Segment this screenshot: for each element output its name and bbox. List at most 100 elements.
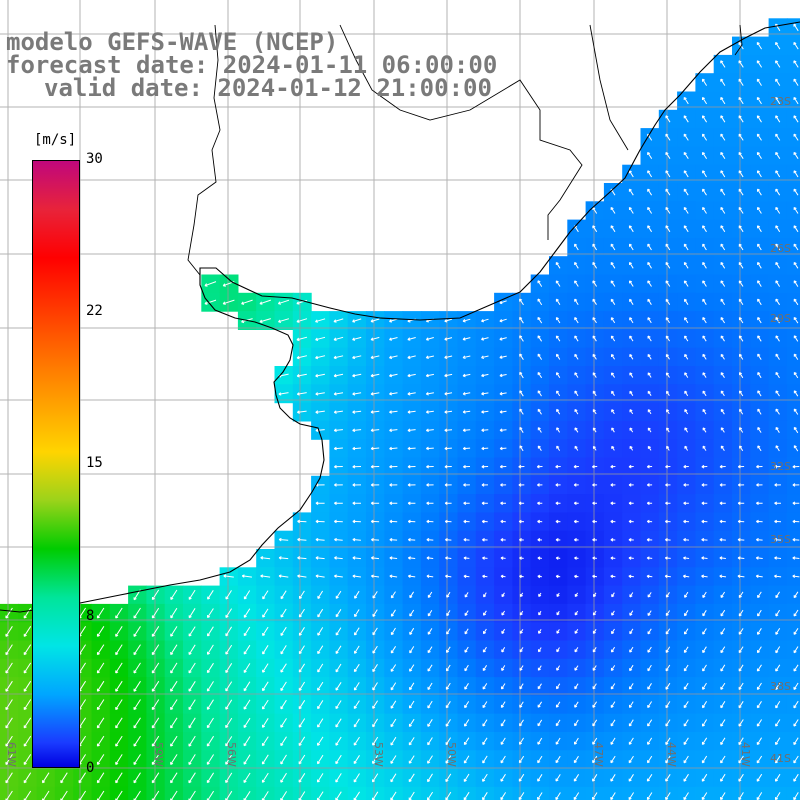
- wind-arrow: [500, 701, 506, 708]
- wind-arrow: [225, 699, 233, 710]
- wind-arrow: [188, 735, 196, 747]
- wind-arrow: [775, 280, 781, 287]
- wind-arrow: [389, 318, 398, 323]
- wind-arrow: [647, 353, 652, 360]
- wind-arrow: [446, 664, 451, 672]
- wind-arrow: [720, 408, 725, 415]
- wind-arrow: [555, 538, 561, 542]
- wind-arrow: [775, 188, 781, 196]
- wind-arrow: [204, 281, 217, 287]
- wind-arrow: [481, 410, 489, 414]
- wind-speed-cell: [622, 786, 642, 800]
- wind-arrow: [702, 78, 708, 86]
- wind-arrow: [592, 317, 597, 324]
- wind-arrow: [702, 298, 707, 305]
- wind-arrow: [683, 206, 689, 214]
- wind-arrow: [720, 390, 725, 397]
- wind-arrow: [574, 261, 579, 269]
- wind-arrow: [629, 592, 634, 598]
- wind-arrow: [665, 719, 671, 727]
- wind-speed-cell: [54, 786, 74, 800]
- wind-arrow: [407, 556, 416, 560]
- wind-arrow: [702, 719, 708, 727]
- wind-arrow: [611, 353, 616, 360]
- wind-arrow: [720, 682, 726, 690]
- wind-arrow: [756, 701, 762, 709]
- wind-arrow: [665, 206, 671, 214]
- wind-arrow: [720, 206, 726, 214]
- wind-arrow: [684, 335, 689, 342]
- wind-arrow: [462, 355, 471, 359]
- wind-arrow: [353, 755, 360, 765]
- wind-arrow: [444, 410, 453, 414]
- wind-arrow: [315, 428, 325, 433]
- wind-arrow: [574, 298, 579, 306]
- wind-arrow: [206, 735, 215, 747]
- wind-arrow: [483, 628, 487, 635]
- wind-arrow: [133, 735, 141, 747]
- wind-arrow: [427, 628, 433, 635]
- wind-arrow: [629, 664, 634, 672]
- wind-arrow: [188, 699, 196, 710]
- wind-arrow: [774, 519, 782, 524]
- wind-arrow: [426, 483, 434, 487]
- wind-arrow: [444, 519, 452, 524]
- wind-arrow: [555, 280, 561, 287]
- wind-arrow: [151, 699, 160, 711]
- wind-arrow: [646, 483, 653, 487]
- wind-arrow: [372, 700, 379, 709]
- wind-arrow: [501, 665, 506, 671]
- wind-speed-cell: [494, 786, 513, 800]
- wind-arrow: [720, 372, 725, 378]
- wind-arrow: [389, 556, 398, 560]
- wind-arrow: [702, 261, 707, 269]
- wind-arrow: [574, 390, 579, 397]
- wind-arrow: [792, 537, 800, 542]
- wind-arrow: [537, 574, 542, 579]
- wind-arrow: [462, 410, 471, 414]
- wind-arrow: [133, 754, 141, 765]
- wind-speed-cell: [786, 750, 800, 770]
- wind-arrow: [335, 718, 342, 728]
- wind-arrow: [738, 755, 744, 764]
- wind-arrow: [574, 372, 579, 378]
- wind-arrow: [280, 608, 287, 618]
- wind-arrow: [793, 115, 799, 123]
- wind-arrow: [774, 501, 782, 506]
- wind-speed-cell: [786, 658, 800, 678]
- wind-arrow: [519, 556, 524, 560]
- wind-arrow: [315, 410, 325, 414]
- wind-arrow: [610, 501, 616, 506]
- wind-arrow: [793, 261, 799, 269]
- wind-arrow: [738, 664, 744, 672]
- wind-speed-cell: [164, 786, 184, 800]
- wind-arrow: [757, 261, 762, 269]
- wind-arrow: [280, 681, 287, 692]
- wind-arrow: [775, 408, 780, 415]
- wind-arrow: [370, 556, 380, 560]
- wind-arrow: [317, 663, 324, 673]
- wind-arrow: [243, 736, 251, 747]
- wind-arrow: [792, 483, 800, 487]
- wind-arrow: [629, 445, 634, 451]
- wind-arrow: [629, 261, 634, 269]
- wind-arrow: [720, 445, 725, 451]
- wind-arrow: [372, 609, 378, 617]
- wind-arrow: [738, 628, 744, 635]
- wind-arrow: [702, 335, 707, 342]
- wind-arrow: [280, 626, 287, 636]
- wind-arrow: [720, 243, 726, 251]
- wind-arrow: [370, 446, 380, 451]
- wind-arrow: [738, 206, 744, 214]
- wind-arrow: [243, 590, 251, 600]
- wind-arrow: [298, 700, 306, 710]
- wind-arrow: [372, 755, 379, 764]
- latitude-label: 32S: [770, 460, 791, 473]
- wind-arrow: [738, 151, 744, 159]
- wind-arrow: [444, 501, 452, 506]
- wind-arrow: [665, 280, 671, 287]
- wind-arrow: [610, 774, 616, 782]
- wind-arrow: [243, 608, 251, 618]
- wind-arrow: [684, 409, 689, 415]
- wind-arrow: [592, 501, 598, 506]
